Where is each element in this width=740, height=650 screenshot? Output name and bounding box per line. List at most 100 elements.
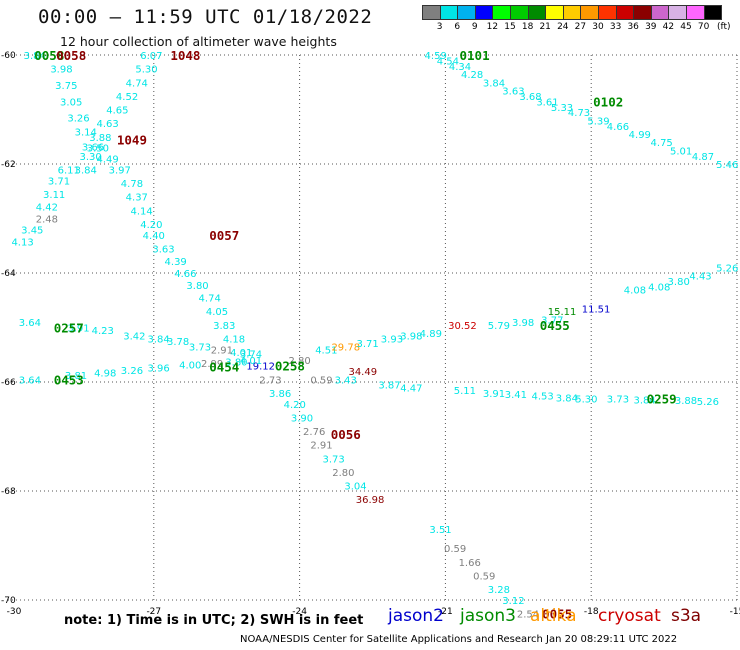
colorbar-label: 6 xyxy=(454,22,461,32)
data-label: 3.83 xyxy=(213,321,235,332)
colorbar-label: 12 xyxy=(486,22,499,32)
data-label: 3.96 xyxy=(148,363,170,374)
data-label: 3.68 xyxy=(519,92,541,103)
data-label: 4.43 xyxy=(689,272,711,283)
data-label: 3.84 xyxy=(483,78,505,89)
data-label: 4.23 xyxy=(92,326,114,337)
data-label: 6.11 xyxy=(58,165,80,176)
data-label: 5.46 xyxy=(716,160,738,171)
data-label: 4.42 xyxy=(36,203,58,214)
data-label: 3.43 xyxy=(335,375,357,386)
data-label: 3.45 xyxy=(21,225,43,236)
data-label: 3.26 xyxy=(121,366,143,377)
data-label: 4.51 xyxy=(315,345,337,356)
data-label: 4.99 xyxy=(629,130,651,141)
data-label: 2.54 xyxy=(517,610,539,621)
data-label: 1.66 xyxy=(459,558,481,569)
data-label: 3.75 xyxy=(55,81,77,92)
time-label: 0057 xyxy=(209,228,239,243)
data-label: 4.05 xyxy=(206,307,228,318)
data-label: 3.84 xyxy=(24,51,46,62)
time-label: 0102 xyxy=(593,94,623,109)
data-label: 4.28 xyxy=(461,70,483,81)
data-label: 4.63 xyxy=(96,119,118,130)
data-label: 3.87 xyxy=(378,381,400,392)
data-label: 3.61 xyxy=(536,97,558,108)
time-label: 0259 xyxy=(647,391,677,406)
data-label: 3.05 xyxy=(60,97,82,108)
time-label: 0453 xyxy=(54,372,84,387)
data-label: 3.71 xyxy=(48,176,70,187)
y-tick-label: -64 xyxy=(1,269,16,279)
data-label: 4.54 xyxy=(437,56,459,67)
data-label: 4.74 xyxy=(126,78,148,89)
credit-line: NOAA/NESDIS Center for Satellite Applica… xyxy=(240,634,678,645)
data-label: 3.84 xyxy=(556,393,578,404)
time-label: 0055 xyxy=(542,607,572,622)
data-label: 2.99 xyxy=(201,359,223,370)
data-label: 3.66 xyxy=(82,143,104,154)
data-label: 3.80 xyxy=(225,357,247,368)
data-label: 4.20 xyxy=(284,400,306,411)
data-label: 3.80 xyxy=(186,281,208,292)
data-label: 4.00 xyxy=(179,361,201,372)
colorbar-swatch xyxy=(703,5,723,20)
y-tick-label: -66 xyxy=(1,378,16,388)
data-label: 4.49 xyxy=(96,155,118,166)
data-label: 4.66 xyxy=(607,122,629,133)
data-label: 3.77 xyxy=(541,315,563,326)
data-label: 4.65 xyxy=(106,106,128,117)
data-label: 4.08 xyxy=(648,283,670,294)
data-label: 4.53 xyxy=(531,392,553,403)
data-label: 3.14 xyxy=(75,127,97,138)
data-label: 4.87 xyxy=(692,152,714,163)
data-label: 4.08 xyxy=(624,285,646,296)
data-label: 3.98 xyxy=(50,65,72,76)
legend-altika: altika xyxy=(530,606,577,626)
data-label: 4.74 xyxy=(199,294,221,305)
y-tick-label: -60 xyxy=(1,51,16,61)
data-label: 4.89 xyxy=(420,329,442,340)
data-label: 3.78 xyxy=(167,337,189,348)
data-label: 3.88 xyxy=(89,133,111,144)
data-label: 3.98 xyxy=(400,332,422,343)
legend-s3a: s3a xyxy=(671,606,702,626)
x-tick-label: -30 xyxy=(7,607,22,617)
time-label: 1048 xyxy=(170,48,200,63)
data-label: 3.80 xyxy=(668,277,690,288)
x-tick-label: -15 xyxy=(730,607,740,617)
data-label: 3.42 xyxy=(123,332,145,343)
data-label: 3.28 xyxy=(488,585,510,596)
colorbar-label: 9 xyxy=(471,22,478,32)
colorbar-label: 36 xyxy=(627,22,639,32)
data-label: 34.49 xyxy=(348,367,377,378)
data-label: 3.74 xyxy=(240,350,262,361)
data-label: 11.51 xyxy=(582,304,611,315)
data-label: 5.01 xyxy=(670,146,692,157)
data-label: 3.41 xyxy=(505,390,527,401)
time-label: 0056 xyxy=(331,427,361,442)
data-label: 4.13 xyxy=(11,237,33,248)
data-label: 30.52 xyxy=(448,321,477,332)
data-label: 3.98 xyxy=(512,318,534,329)
data-label: 3.73 xyxy=(189,343,211,354)
data-label: 3.71 xyxy=(357,339,379,350)
time-label: 0258 xyxy=(275,359,305,374)
time-label: 0454 xyxy=(209,360,239,375)
x-tick-label: -21 xyxy=(438,607,453,617)
data-label: 4.98 xyxy=(94,369,116,380)
data-label: 2.73 xyxy=(259,375,281,386)
data-label: 4.52 xyxy=(116,92,138,103)
data-label: 3.04 xyxy=(344,482,366,493)
time-label: 0455 xyxy=(540,318,570,333)
data-label: 3.84 xyxy=(634,395,656,406)
x-tick-label: -18 xyxy=(584,607,599,617)
time-label: 1049 xyxy=(117,132,147,147)
data-label: 3.51 xyxy=(429,525,451,536)
data-label: 3.30 xyxy=(79,152,101,163)
x-tick-label: -24 xyxy=(292,607,307,617)
data-label: 5.79 xyxy=(488,321,510,332)
data-label: 4.18 xyxy=(223,334,245,345)
data-label: 3.63 xyxy=(502,86,524,97)
data-label: 4.01 xyxy=(230,348,252,359)
